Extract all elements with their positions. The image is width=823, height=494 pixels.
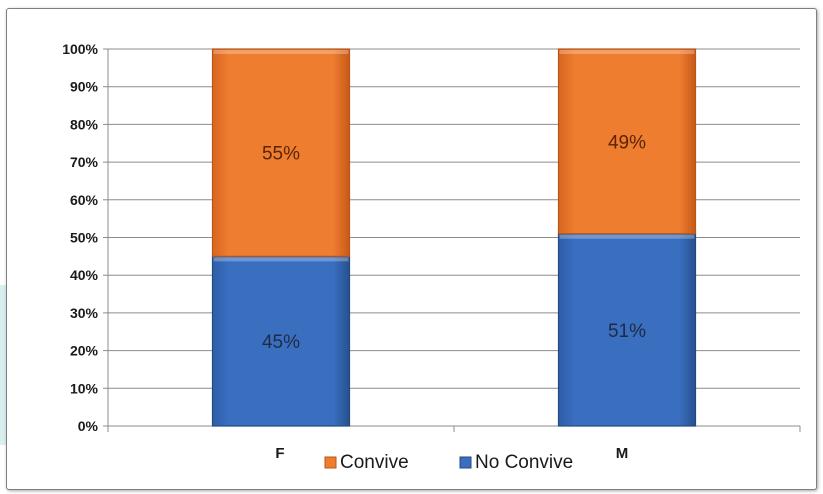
y-tick-label: 90% — [70, 79, 99, 95]
y-tick-label: 70% — [70, 154, 99, 170]
bar-convive-f — [211, 48, 351, 257]
legend-label: No Convive — [475, 452, 573, 473]
y-tick-label: 40% — [70, 267, 99, 283]
legend-swatch — [459, 456, 472, 469]
x-tick-label: F — [275, 445, 284, 462]
y-tick-label: 0% — [78, 418, 99, 434]
legend-swatch — [324, 456, 337, 469]
gridlines — [108, 48, 800, 389]
bar-bevel — [213, 257, 349, 262]
data-label: 45% — [262, 332, 300, 353]
left-edge-accent — [0, 285, 8, 445]
data-label: 55% — [262, 144, 300, 165]
bar-bevel — [559, 50, 695, 54]
y-tick-label: 100% — [62, 41, 98, 57]
y-tick-label: 80% — [70, 116, 99, 132]
bar-convive-m — [557, 48, 697, 235]
y-tick-label: 30% — [70, 305, 99, 321]
y-tick-label: 50% — [70, 230, 99, 246]
bar-bevel — [213, 50, 349, 54]
bar-no-convive-m — [557, 233, 697, 427]
bars — [211, 48, 697, 427]
data-label: 51% — [608, 321, 646, 342]
y-tick-label: 10% — [70, 380, 99, 396]
bar-bevel — [559, 234, 695, 239]
y-tick-label: 60% — [70, 192, 99, 208]
y-tick-label: 20% — [70, 343, 99, 359]
legend: Convive No Convive — [324, 452, 573, 473]
x-tick-label: M — [616, 445, 629, 462]
data-labels: 45% 55% 51% 49% — [262, 132, 646, 353]
data-label: 49% — [608, 132, 646, 153]
bar-no-convive-f — [211, 255, 351, 427]
legend-label: Convive — [340, 452, 409, 473]
